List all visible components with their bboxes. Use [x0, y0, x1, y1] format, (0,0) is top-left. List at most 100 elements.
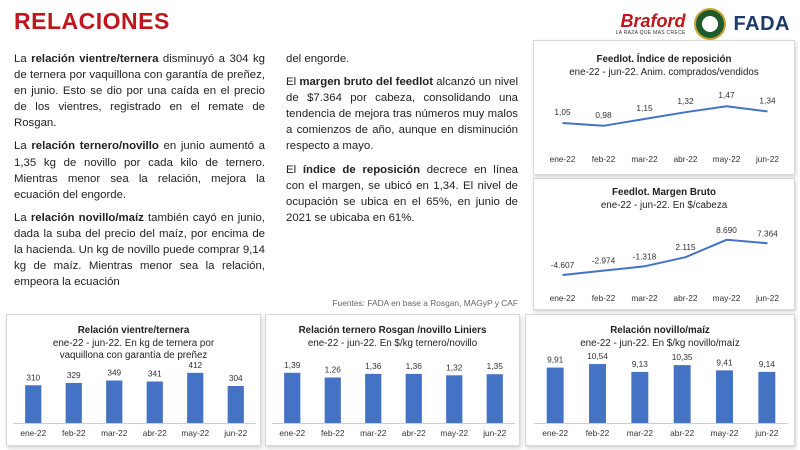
data-label: 1,26	[325, 364, 342, 374]
x-tick-label: mar-22	[101, 428, 128, 438]
bar	[324, 377, 341, 423]
x-tick-label: mar-22	[631, 293, 658, 303]
paragraph-margen: El margen bruto del feedlot alcanzó un n…	[286, 76, 518, 153]
chart-title: Feedlot. Margen Bruto	[612, 187, 716, 198]
x-tick-label: may-22	[440, 428, 468, 438]
x-tick-label: ene-22	[542, 428, 568, 438]
text-column-left: La relación vientre/ternera disminuyó a …	[14, 51, 265, 297]
x-tick-label: mar-22	[627, 428, 654, 438]
x-tick-label: jun-22	[754, 428, 778, 438]
data-label: 310	[26, 372, 40, 382]
bar	[486, 374, 503, 423]
chart-panel-novillo: Relación novillo/maíz ene-22 - jun-22. E…	[525, 314, 795, 446]
chart-panel-vientre: Relación vientre/ternera ene-22 - jun-22…	[6, 314, 261, 446]
bar	[146, 381, 163, 423]
page-title: RELACIONES	[14, 8, 170, 34]
x-tick-label: abr-22	[674, 293, 698, 303]
braford-logo-name: Braford	[620, 11, 686, 31]
chart-title: Feedlot. Índice de reposición	[596, 54, 732, 65]
chart-panel-indice: Feedlot. Índice de reposición ene-22 - j…	[533, 40, 795, 175]
text-column-right: del engorde. El margen bruto del feedlot…	[286, 51, 518, 233]
data-label: 1,05	[554, 107, 571, 117]
bar	[25, 385, 42, 423]
series-line	[562, 105, 768, 127]
x-tick-label: feb-22	[62, 428, 86, 438]
data-label: 329	[67, 370, 81, 380]
bar	[589, 364, 606, 423]
bar	[365, 373, 382, 423]
chart-subtitle: ene-22 - jun-22. Anim. comprados/vendido…	[569, 66, 759, 78]
chart-title: Relación vientre/ternera	[77, 325, 190, 336]
data-label: 349	[107, 368, 121, 378]
data-label: 1,39	[284, 360, 301, 370]
chart-vientre: 310 329 349 341 412 304 ene-22 feb-22 mar-22 abr-…	[13, 360, 256, 438]
data-label: 1,36	[365, 361, 382, 371]
data-label: -4.607	[551, 260, 575, 270]
x-tick-label: ene-22	[20, 428, 46, 438]
x-tick-label: may-22	[181, 428, 209, 438]
data-label: 8.690	[716, 225, 737, 235]
x-tick-label: ene-22	[550, 154, 576, 164]
paragraph-ternero: La relación ternero/novillo en junio aum…	[14, 140, 265, 201]
series-line	[562, 238, 768, 277]
chart-novillo: 9,91 10,54 9,13 10,35 9,41 9,14 ene-22 feb-22 ma…	[534, 351, 788, 438]
bar	[758, 371, 776, 423]
data-label: 304	[229, 373, 243, 383]
logo-group: Braford LA RAZA QUE MÁS CRECE FADA	[616, 6, 790, 42]
chart-subtitle: ene-22 - jun-22. En $/cabeza	[600, 199, 728, 211]
data-label: 10,54	[587, 351, 608, 361]
data-label: 9,14	[759, 359, 776, 369]
x-tick-label: mar-22	[360, 428, 387, 438]
x-tick-label: may-22	[711, 428, 739, 438]
data-label: 341	[148, 368, 162, 378]
data-label: 1,47	[718, 90, 735, 100]
x-tick-label: jun-22	[755, 154, 779, 164]
x-tick-label: feb-22	[592, 293, 616, 303]
paragraph-vientre: La relación vientre/ternera disminuyó a …	[14, 53, 265, 130]
x-tick-label: jun-22	[482, 428, 506, 438]
data-label: 9,41	[716, 357, 733, 367]
chart-ternero: 1,39 1,26 1,36 1,36 1,32 1,35 ene-22 feb-22 mar-…	[272, 360, 515, 438]
data-label: 1,32	[677, 96, 694, 106]
chart-subtitle: ene-22 - jun-22. En kg de ternera por va…	[52, 337, 215, 362]
fada-logo: FADA	[733, 12, 790, 35]
data-label: 7.364	[757, 228, 778, 238]
x-tick-label: feb-22	[592, 154, 616, 164]
x-tick-label: feb-22	[586, 428, 610, 438]
x-tick-label: feb-22	[321, 428, 345, 438]
chart-subtitle: ene-22 - jun-22. En $/kg ternero/novillo	[307, 337, 478, 349]
bar	[106, 380, 123, 423]
paragraph-novillo-cont: del engorde.	[286, 53, 350, 65]
bar	[631, 371, 649, 423]
bar	[546, 367, 564, 423]
data-label: 2.115	[675, 242, 696, 252]
braford-logo-tagline: LA RAZA QUE MÁS CRECE	[615, 30, 686, 36]
x-tick-label: jun-22	[223, 428, 247, 438]
data-label: 0,98	[595, 110, 612, 120]
data-label: 1,32	[446, 362, 463, 372]
x-tick-label: ene-22	[550, 293, 576, 303]
x-tick-label: ene-22	[279, 428, 305, 438]
association-seal-icon	[693, 8, 726, 40]
chart-margen: -4.607 -2.974 -1.318 2.115 8.690 7.364 ene-22 f…	[550, 225, 780, 303]
bar	[187, 372, 204, 423]
data-label: 1,35	[487, 361, 504, 371]
data-label: 412	[188, 360, 202, 370]
x-tick-label: may-22	[713, 293, 741, 303]
data-label: -2.974	[592, 256, 616, 266]
data-label: 9,13	[632, 359, 649, 369]
bar	[284, 372, 301, 423]
bar	[405, 373, 422, 423]
data-label: 9,91	[547, 355, 564, 365]
data-label: 1,36	[406, 361, 423, 371]
chart-title: Relación novillo/maíz	[610, 325, 710, 336]
chart-panel-ternero: Relación ternero Rosgan /novillo Liniers…	[265, 314, 520, 446]
data-label: 10,35	[672, 352, 693, 362]
chart-title: Relación ternero Rosgan /novillo Liniers	[298, 325, 487, 336]
bar	[716, 370, 733, 423]
bar	[446, 375, 463, 423]
paragraph-novillo: La relación novillo/maíz también cayó en…	[14, 211, 265, 289]
data-label: 1,34	[759, 95, 776, 105]
x-tick-label: abr-22	[670, 428, 694, 438]
x-tick-label: may-22	[713, 154, 741, 164]
